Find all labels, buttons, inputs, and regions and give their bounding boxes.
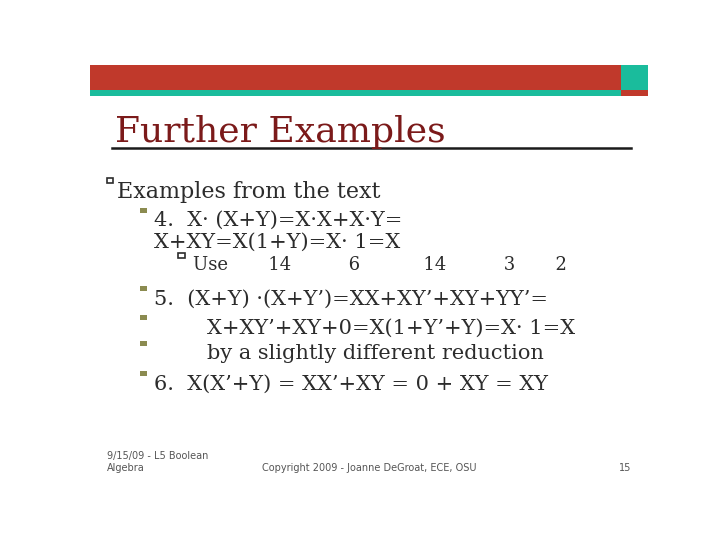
Text: Further Examples: Further Examples [115, 114, 446, 148]
Bar [621, 90, 648, 96]
Bar [140, 208, 147, 213]
Bar [140, 315, 147, 320]
Text: 5.  (X+Y) ·(X+Y’)=XX+XY’+XY+YY’=: 5. (X+Y) ·(X+Y’)=XX+XY’+XY+YY’= [154, 289, 548, 308]
Text: X+XY’+XY+0=X(1+Y’+Y)=X· 1=X: X+XY’+XY+0=X(1+Y’+Y)=X· 1=X [154, 319, 575, 338]
Text: 4.  X· (X+Y)=X·X+X·Y=: 4. X· (X+Y)=X·X+X·Y= [154, 211, 402, 230]
Bar [90, 90, 621, 96]
Bar [140, 341, 147, 346]
Bar [621, 65, 648, 90]
Text: 9/15/09 - L5 Boolean
Algebra: 9/15/09 - L5 Boolean Algebra [107, 451, 208, 473]
Bar [178, 253, 185, 258]
Text: Examples from the text: Examples from the text [117, 181, 380, 203]
Bar [90, 65, 621, 90]
Text: 15: 15 [619, 463, 631, 473]
Bar [140, 371, 147, 376]
Text: Copyright 2009 - Joanne DeGroat, ECE, OSU: Copyright 2009 - Joanne DeGroat, ECE, OS… [262, 463, 476, 473]
Text: X+XY=X(1+Y)=X· 1=X: X+XY=X(1+Y)=X· 1=X [154, 233, 400, 252]
Text: by a slightly different reduction: by a slightly different reduction [154, 344, 544, 363]
Bar [140, 286, 147, 291]
Text: Use       14          6           14          3       2: Use 14 6 14 3 2 [193, 256, 567, 274]
Bar [107, 178, 114, 183]
Text: 6.  X(X’+Y) = XX’+XY = 0 + XY = XY: 6. X(X’+Y) = XX’+XY = 0 + XY = XY [154, 375, 548, 394]
